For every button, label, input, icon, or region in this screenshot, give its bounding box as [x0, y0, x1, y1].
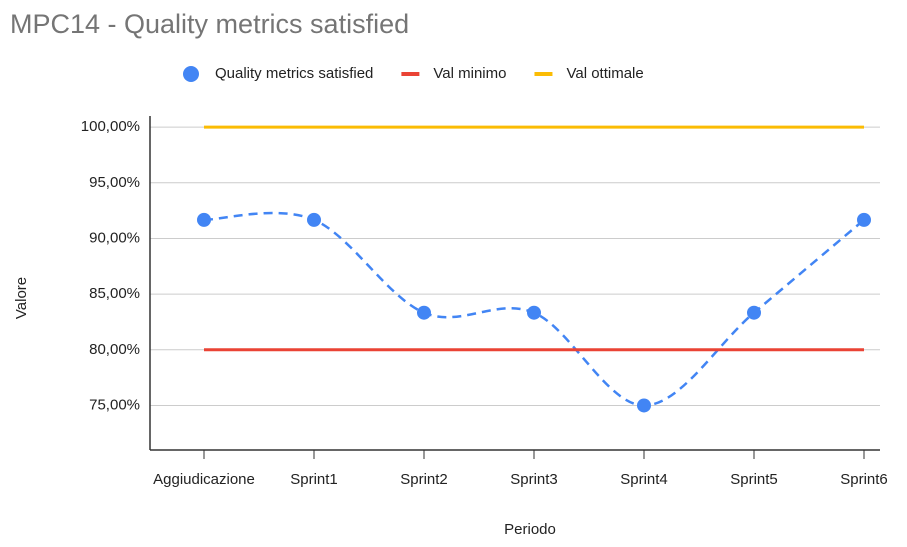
data-point: [637, 398, 651, 413]
data-point: [417, 305, 431, 320]
y-tick-label: 75,00%: [89, 396, 140, 413]
x-tick-label: Sprint5: [730, 471, 778, 488]
x-tick-label: Sprint3: [510, 471, 558, 488]
legend-label: Quality metrics satisfied: [215, 65, 373, 82]
data-point: [307, 212, 321, 227]
y-tick-label: 90,00%: [89, 229, 140, 246]
legend-marker: [183, 66, 199, 82]
y-axis-label: Valore: [13, 277, 30, 319]
y-tick-label: 80,00%: [89, 341, 140, 358]
y-tick-label: 85,00%: [89, 285, 140, 302]
x-axis-label: Periodo: [504, 521, 556, 538]
x-tick-label: Sprint2: [400, 471, 448, 488]
y-tick-label: 100,00%: [81, 118, 140, 135]
data-point: [747, 305, 761, 320]
legend-label: Val minimo: [433, 65, 506, 82]
y-tick-label: 95,00%: [89, 174, 140, 191]
x-tick-label: Sprint1: [290, 471, 338, 488]
legend-label: Val ottimale: [566, 65, 643, 82]
data-point: [527, 305, 541, 320]
data-point: [197, 212, 211, 227]
data-point: [857, 212, 871, 227]
x-tick-label: Sprint6: [840, 471, 888, 488]
chart-title: MPC14 - Quality metrics satisfied: [10, 9, 409, 39]
x-tick-label: Sprint4: [620, 471, 668, 488]
x-tick-label: Aggiudicazione: [153, 471, 255, 488]
